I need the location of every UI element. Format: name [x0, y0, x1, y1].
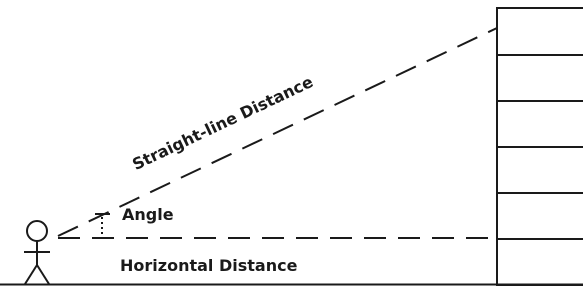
- leg: [25, 265, 37, 284]
- person: [24, 221, 50, 284]
- page: Straight-line Distance Angle Horizontal …: [0, 0, 583, 286]
- leg: [37, 265, 49, 284]
- horizontal-label: Horizontal Distance: [120, 256, 298, 275]
- diagram: Straight-line Distance Angle Horizontal …: [0, 0, 583, 286]
- head: [27, 221, 47, 241]
- angle-label: Angle: [122, 205, 174, 224]
- building: [497, 8, 583, 285]
